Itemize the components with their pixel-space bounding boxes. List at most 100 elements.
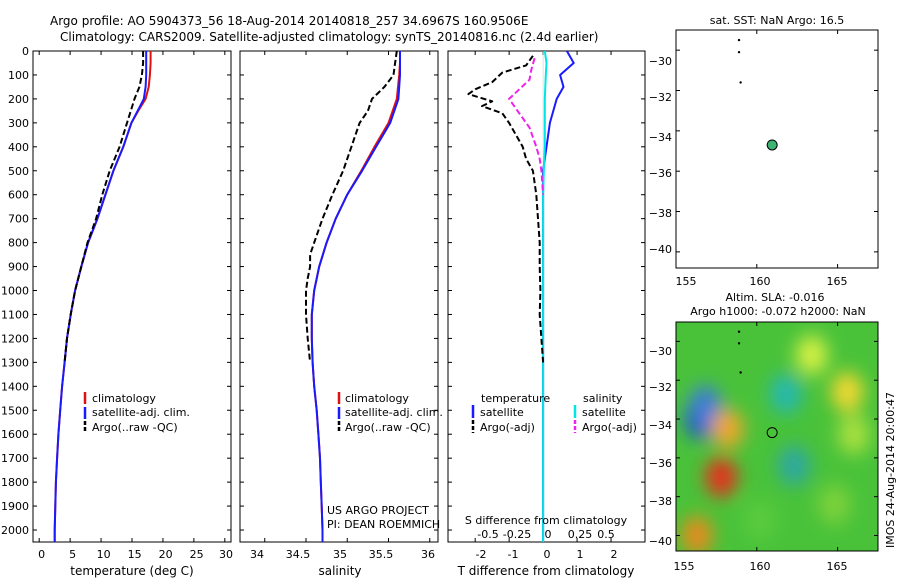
s-difference-ticks: -0.5 -0.25 0 0.25 0.5	[477, 528, 614, 541]
sla-anomaly-blob	[795, 334, 828, 375]
argo-position-marker	[766, 139, 778, 151]
depth-tick-label: 500	[8, 165, 29, 178]
sla-anomaly-field	[681, 334, 870, 551]
sla-xtick-labels: 155 160 165	[674, 560, 848, 573]
profile-point	[739, 371, 742, 374]
depth-tick-label: 1400	[1, 380, 29, 393]
depth-tick-label: 100	[8, 69, 29, 82]
xtick-label: 155	[676, 275, 697, 288]
profile-point	[737, 330, 741, 333]
temperature-xlabel: temperature (deg C)	[70, 564, 193, 578]
ytick-label: −34	[649, 419, 672, 432]
project-label: US ARGO PROJECT	[327, 504, 429, 517]
sla-subtitle: Argo h1000: -0.072 h2000: NaN	[690, 305, 866, 318]
depth-tick-label: 1300	[1, 356, 29, 369]
sst-map-ticks	[675, 30, 878, 268]
pi-label: PI: DEAN ROEMMICH	[327, 518, 440, 531]
sla-map-panel	[675, 321, 879, 552]
legend-label: Argo(..raw -QC)	[345, 421, 431, 434]
sla-map-content	[676, 322, 878, 551]
stick-label: -0.5	[477, 528, 498, 541]
xtick-label: 10	[97, 548, 111, 561]
sla-anomaly-blob	[769, 373, 802, 414]
sla-map-ticks	[675, 322, 878, 551]
sla-ytick-labels: −30 −32 −34 −36 −38 −40	[649, 345, 672, 548]
depth-tick-label: 400	[8, 141, 29, 154]
sla-anomaly-blob	[711, 408, 744, 449]
header-line-2: Climatology: CARS2009. Satellite-adjuste…	[60, 30, 598, 44]
salinity-legend: climatology satellite-adj. clim. Argo(..…	[337, 392, 443, 434]
depth-tick-label: 200	[8, 93, 29, 106]
sla-anomaly-blob	[818, 484, 851, 525]
xtick-label: 15	[128, 548, 142, 561]
legend-label: satellite-adj. clim.	[92, 406, 190, 419]
depth-tick-label: 1000	[1, 285, 29, 298]
temperature-legend: climatology satellite-adj. clim. Argo(..…	[83, 392, 190, 434]
depth-tick-label: 300	[8, 117, 29, 130]
sla-anomaly-blob	[837, 414, 870, 455]
legend-label: climatology	[345, 392, 409, 405]
ytick-label: −30	[649, 55, 672, 68]
salinity-xlabel: salinity	[318, 564, 361, 578]
depth-tick-label: 1500	[1, 404, 29, 417]
ytick-label: −30	[649, 345, 672, 358]
ytick-label: −36	[649, 457, 672, 470]
imos-credit: IMOS 24-Aug-2014 20:00:47	[884, 392, 897, 548]
xtick-label: 165	[827, 560, 848, 573]
series-line-argo-raw-qc-	[63, 51, 145, 363]
xtick-label: -2	[476, 548, 487, 561]
profile-point	[737, 50, 741, 54]
xtick-label: 160	[750, 560, 771, 573]
xtick-label: 36	[421, 548, 435, 561]
stick-label: -0.25	[503, 528, 531, 541]
xtick-label: 35	[333, 548, 347, 561]
profile-point	[737, 38, 741, 42]
xtick-label: 1	[577, 548, 584, 561]
series-line-t-argo	[467, 55, 545, 363]
depth-tick-labels: 0 100 200 300 400 500 600 700 800 900 1000 1100 1200…	[1, 45, 29, 537]
profile-point	[737, 342, 741, 345]
xtick-label: 0	[38, 548, 45, 561]
legend-label: Argo(-adj)	[480, 421, 535, 434]
temperature-series	[53, 51, 152, 542]
legend-label: satellite	[480, 406, 524, 419]
depth-tick-label: 1900	[1, 500, 29, 513]
stick-label: 0	[545, 528, 552, 541]
axis-ticks	[33, 50, 645, 542]
ytick-label: −38	[649, 207, 672, 220]
difference-legend: temperature salinity satellite Argo(-adj…	[471, 392, 637, 434]
series-line-satellite-adj-clim-	[310, 51, 401, 542]
depth-tick-label: 700	[8, 213, 29, 226]
ytick-label: −38	[649, 495, 672, 508]
depth-tick-label: 600	[8, 189, 29, 202]
difference-panel	[447, 50, 646, 543]
legend-head-temperature: temperature	[481, 392, 550, 405]
salinity-xtick-labels: 34 34.5 35 35.5 36	[250, 548, 435, 561]
legend-label: Argo(-adj)	[582, 421, 637, 434]
sst-ytick-labels: −30 −32 −34 −36 −38 −40	[649, 55, 672, 256]
xtick-label: 160	[750, 275, 771, 288]
depth-tick-label: 1100	[1, 308, 29, 321]
depth-tick-label: 0	[22, 45, 29, 58]
ytick-label: −36	[649, 167, 672, 180]
sst-title: sat. SST: NaN Argo: 16.5	[710, 14, 844, 27]
depth-tick-label: 1200	[1, 332, 29, 345]
sla-anomaly-blob	[744, 499, 777, 540]
xtick-label: -1	[508, 548, 519, 561]
header-line-1: Argo profile: AO 5904373_56 18-Aug-2014 …	[50, 14, 528, 28]
xtick-label: 25	[190, 548, 204, 561]
legend-head-salinity: salinity	[583, 392, 623, 405]
xtick-label: 0	[544, 548, 551, 561]
ytick-label: −34	[649, 131, 672, 144]
depth-tick-label: 1600	[1, 428, 29, 441]
salinity-panel	[239, 50, 439, 543]
xtick-label: 30	[219, 548, 233, 561]
ytick-label: −40	[649, 535, 672, 548]
depth-tick-label: 2000	[1, 524, 29, 537]
xtick-label: 34	[250, 548, 264, 561]
salinity-series	[305, 51, 401, 542]
xtick-label: 165	[827, 275, 848, 288]
sla-title: Altim. SLA: -0.016	[725, 291, 824, 304]
sla-anomaly-blob	[705, 457, 738, 498]
